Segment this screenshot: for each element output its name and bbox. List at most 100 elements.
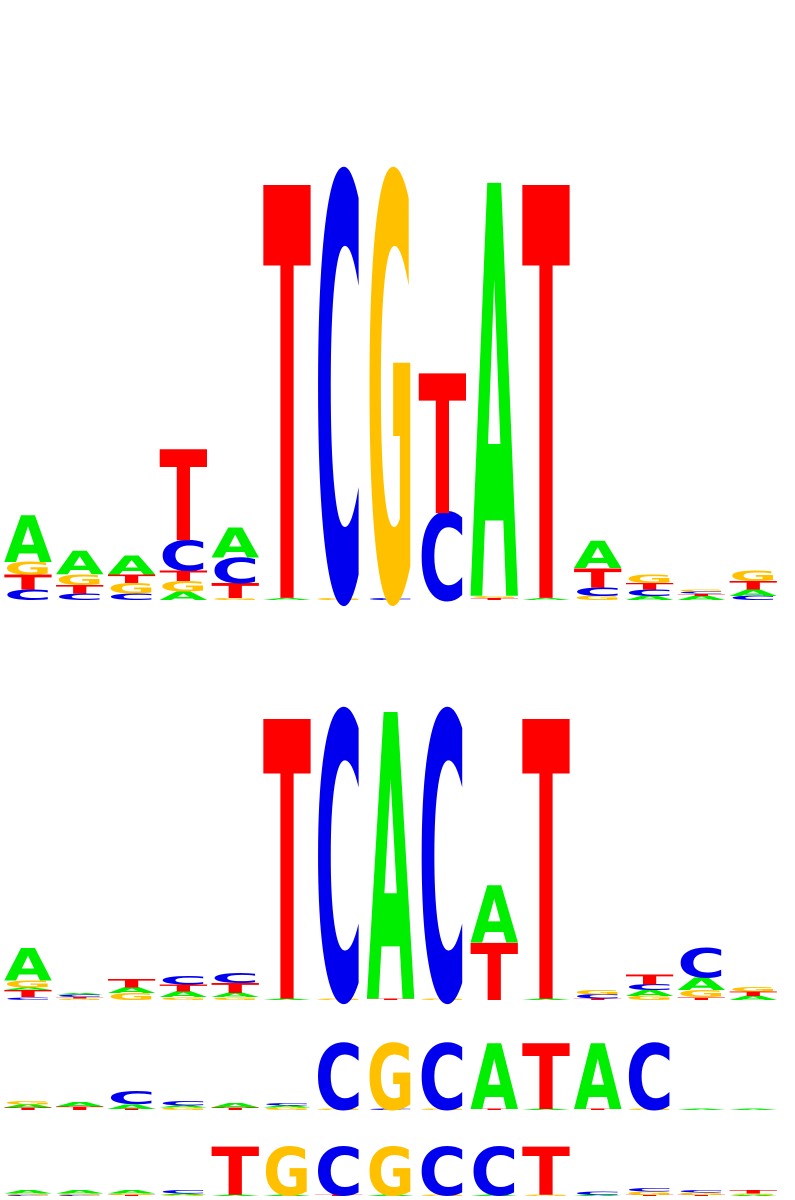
logo-3-col-4-letter-C: C — [159, 1100, 207, 1107]
logo-1-col-3-letter-A: A — [108, 551, 156, 581]
logo-3-col-2-letter-A: A — [56, 1101, 104, 1108]
logo-4-col-6-letter-G: G — [263, 1133, 311, 1200]
logo-2-col-15-letter-A: A — [729, 995, 777, 1002]
logo-2-col-1-letter-A: A — [4, 987, 52, 991]
logo-4-col-12-letter-C: C — [574, 1190, 622, 1196]
logo-4-col-11-letter-G: G — [522, 1194, 570, 1196]
logo-1-col-11-letter-T: T — [522, 73, 570, 733]
logo-2-col-14-letter-C: C — [677, 941, 725, 988]
logo-1-col-15-letter-T: T — [729, 579, 778, 593]
logo-4-col-4-letter-A: A — [159, 1193, 207, 1195]
logo-2-col-2-letter-T: T — [56, 997, 104, 999]
logo-1-col-3-letter-G: G — [108, 580, 156, 597]
logo-4-col-12-letter-A: A — [574, 1195, 622, 1197]
logo-3-col-11-letter-T: T — [522, 1026, 570, 1131]
logo-4-col-10-letter-C: C — [470, 1133, 518, 1200]
logo-4-col-6-letter-A: A — [263, 1195, 311, 1197]
logo-2-col-5-letter-T: T — [211, 981, 260, 997]
logo-2-col-11-letter-A: A — [522, 998, 570, 1000]
logo-1-col-14-letter-C: C — [677, 591, 725, 594]
logo-1-col-15-letter-G: G — [729, 568, 777, 585]
logo-4-col-5-letter-T: T — [211, 1135, 259, 1200]
logo-4-col-2-letter-C: C — [56, 1194, 104, 1196]
logo-4-col-9-letter-G: G — [418, 1194, 466, 1196]
logo-3-col-6-letter-G: G — [263, 1107, 311, 1111]
logo-1-col-6-letter-A: A — [263, 597, 311, 600]
logo-1-col-7-letter-G: G — [315, 597, 363, 600]
logo-3-col-5-letter-T: T — [211, 1107, 259, 1111]
logo-1-col-6-letter-T: T — [263, 73, 311, 733]
logo-4-col-1-letter-C: C — [4, 1194, 52, 1196]
logo-1-col-1-letter-T: T — [4, 571, 53, 595]
logo-3-col-11-letter-A: A — [522, 1109, 570, 1111]
logo-2-col-9-letter-C: C — [418, 634, 466, 1092]
logo-1-col-9-letter-T: T — [418, 337, 466, 560]
logo-3-col-14-letter-A: A — [677, 1109, 725, 1111]
logo-1-col-14-letter-T: T — [677, 593, 725, 596]
logo-3-col-6-letter-C: C — [263, 1102, 311, 1106]
logo-3-col-1-letter-A: A — [4, 1103, 52, 1108]
logo-4-col-13-letter-C: C — [626, 1187, 674, 1193]
logo-4-col-3-letter-A: A — [108, 1189, 156, 1194]
logo-2-col-4-letter-T: T — [159, 983, 207, 994]
logo-4-col-1-letter-A: A — [4, 1189, 52, 1194]
logo-4-col-8-letter-A: A — [367, 1195, 415, 1197]
logo-3-col-8-letter-C: C — [367, 1108, 415, 1110]
logo-4-col-2-letter-A: A — [56, 1189, 104, 1194]
logo-4-col-1-letter-G: G — [4, 1193, 52, 1195]
logo-2-col-12-letter-T: T — [574, 998, 622, 1000]
logo-1-col-13-letter-C: C — [626, 588, 674, 598]
logo-1-col-1-letter-C: C — [4, 587, 52, 604]
logo-4-col-5-letter-A: A — [211, 1195, 259, 1197]
logo-3-col-7-letter-C: C — [315, 1025, 363, 1130]
logo-3-col-4-letter-G: G — [159, 1107, 207, 1111]
logo-1-col-5-letter-A: A — [211, 520, 259, 567]
logo-1-col-1-letter-A: A — [4, 503, 52, 577]
logo-2-col-4-letter-A: A — [159, 990, 207, 999]
logo-1-col-1-letter-G: G — [4, 559, 52, 579]
logo-2-col-4-letter-G: G — [159, 996, 207, 1000]
logo-1-col-14-letter-A: A — [677, 595, 725, 602]
logo-3-col-12-letter-A: A — [574, 1026, 622, 1131]
logo-4-col-9-letter-C: C — [418, 1133, 466, 1200]
logo-4-col-7-letter-C: C — [315, 1133, 363, 1200]
logo-1-col-13-letter-A: A — [626, 595, 674, 602]
logo-2-col-13-letter-C: C — [626, 983, 674, 992]
logo-1-col-12-letter-G: G — [574, 595, 622, 602]
logo-2-col-15-letter-G: G — [729, 986, 777, 993]
logo-2-col-2-letter-C: C — [56, 994, 104, 998]
logo-3-col-9-letter-G: G — [418, 1108, 466, 1110]
logo-1-col-4-letter-A: A — [159, 589, 208, 603]
logo-2-col-2-letter-A: A — [56, 993, 104, 995]
logo-3-col-13-letter-C: C — [626, 1025, 674, 1130]
logo-3-col-6-letter-A: A — [263, 1105, 311, 1109]
logo-4-col-14-letter-T: T — [677, 1194, 725, 1196]
logo-3-col-5-letter-A: A — [211, 1102, 259, 1109]
logo-2-col-8-letter-A: A — [367, 635, 415, 1092]
logo-2-col-3-letter-A: A — [108, 986, 156, 995]
logo-1-col-13-letter-T: T — [626, 581, 674, 591]
logo-3-col-10-letter-T: T — [470, 1108, 518, 1110]
logo-4-col-15-letter-A: A — [729, 1195, 777, 1197]
logo-1-col-2-letter-A: A — [56, 545, 104, 583]
logo-2-col-13-letter-A: A — [626, 989, 674, 998]
logo-1-col-4-letter-C: C — [159, 532, 207, 580]
logo-1-col-8-letter-G: G — [367, 60, 415, 735]
logo-1-col-7-letter-C: C — [315, 60, 363, 736]
logo-2-col-1-letter-A: A — [4, 939, 52, 991]
logo-3-col-9-letter-C: C — [418, 1025, 466, 1130]
logo-2-col-15-letter-T: T — [729, 990, 777, 997]
logo-4-col-15-letter-G: G — [729, 1193, 777, 1195]
logo-4-col-13-letter-G: G — [626, 1190, 674, 1195]
logo-4-col-4-letter-C: C — [159, 1189, 207, 1195]
logo-3-col-1-letter-G: G — [4, 1100, 52, 1105]
logo-3-col-3-letter-A: A — [108, 1103, 156, 1110]
logo-1-col-10-letter-T: T — [470, 597, 518, 600]
logo-1-col-15-letter-C: C — [729, 595, 777, 602]
logo-1-col-3-letter-T: T — [108, 572, 157, 586]
logo-4-col-11-letter-T: T — [522, 1135, 570, 1200]
logo-1-col-5-letter-C: C — [211, 551, 259, 592]
logo-2-col-8-letter-T: T — [367, 998, 415, 1000]
logo-4-col-8-letter-G: G — [367, 1133, 415, 1200]
